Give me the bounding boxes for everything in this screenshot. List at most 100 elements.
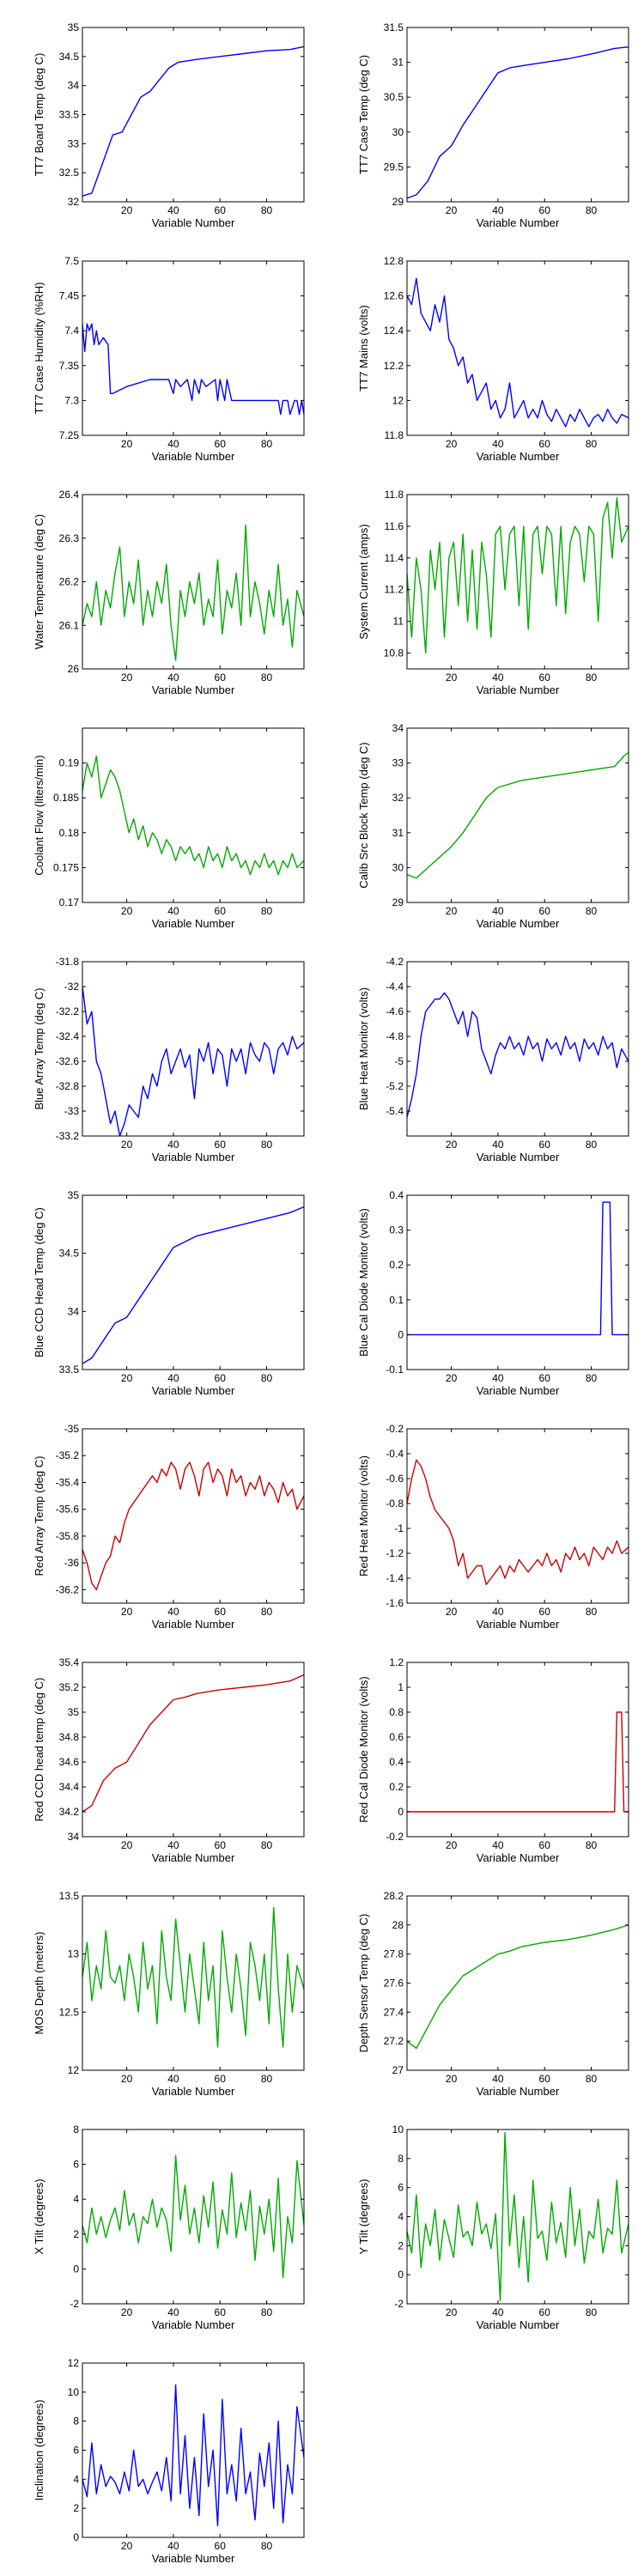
y-tick-label: 8 <box>398 2153 404 2165</box>
x-tick-label: 20 <box>121 1606 133 1618</box>
x-axis-label: Variable Number <box>477 450 560 463</box>
x-axis-label: Variable Number <box>152 1851 235 1864</box>
axes-box <box>406 1428 629 1604</box>
chart-panel: 20 40 60 80 0.17 0.175 0.18 0.185 0.19 Variable N… <box>33 727 305 930</box>
y-axis-label: Red Cal Diode Monitor (volts) <box>357 1676 370 1823</box>
y-tick-label: 34.8 <box>59 1731 80 1743</box>
x-tick-label: 40 <box>167 1372 179 1384</box>
x-tick-label: 40 <box>492 1839 504 1851</box>
y-tick-label: -0.2 <box>386 1423 404 1435</box>
y-tick-label: 0.2 <box>389 1259 404 1271</box>
y-axis-label: Blue Heat Monitor (volts) <box>357 987 370 1110</box>
x-tick-label: 20 <box>446 204 458 216</box>
y-tick-label: 27.2 <box>384 2035 404 2047</box>
y-tick-label: 34 <box>392 722 404 734</box>
y-tick-label: 13 <box>68 1948 80 1960</box>
y-tick-label: 0.8 <box>389 1706 404 1718</box>
x-tick-label: 60 <box>539 905 551 917</box>
y-tick-label: 11.4 <box>385 552 404 564</box>
y-tick-label: -0.8 <box>386 1498 404 1510</box>
x-tick-label: 20 <box>446 905 458 917</box>
x-tick-label: 40 <box>167 2540 179 2552</box>
chart-panel: 20 40 60 80 27 27.2 27.4 27.6 27.8 28 28.2 Variable… <box>357 1890 629 2098</box>
y-tick-label: 27 <box>392 2064 404 2076</box>
x-axis-label: Variable Number <box>477 1851 560 1864</box>
axes-box <box>82 260 305 436</box>
x-tick-label: 60 <box>215 2540 227 2552</box>
y-tick-label: 0 <box>73 2263 79 2275</box>
axes-box <box>82 1895 305 2071</box>
x-tick-label: 40 <box>492 905 504 917</box>
series-line <box>82 524 304 661</box>
y-tick-label: 2 <box>398 2239 404 2251</box>
x-tick-label: 80 <box>261 2540 273 2552</box>
series-line <box>407 992 629 1118</box>
x-axis-label: Variable Number <box>152 1151 235 1163</box>
x-tick-label: 40 <box>492 1606 504 1618</box>
y-tick-label: 26.4 <box>59 489 80 501</box>
x-axis-label: Variable Number <box>477 2318 560 2331</box>
y-tick-label: 11.6 <box>385 520 404 532</box>
x-tick-label: 80 <box>261 1606 273 1618</box>
y-tick-label: 32.5 <box>59 167 80 179</box>
y-tick-label: -33.2 <box>56 1130 80 1142</box>
y-tick-label: -0.4 <box>386 1448 404 1460</box>
y-tick-label: 34.2 <box>59 1806 80 1818</box>
series-line <box>407 751 629 879</box>
x-tick-label: 40 <box>492 2073 504 2085</box>
y-tick-label: 12.8 <box>384 255 404 267</box>
y-tick-label: 11 <box>393 616 404 628</box>
y-tick-label: 12.4 <box>384 325 404 337</box>
y-tick-label: 27.8 <box>384 1948 404 1960</box>
y-axis-label: Blue Cal Diode Monitor (volts) <box>357 1208 370 1357</box>
x-axis-label: Variable Number <box>477 1618 560 1631</box>
x-tick-label: 80 <box>261 2306 273 2318</box>
y-tick-label: -5 <box>394 1055 404 1067</box>
chart-panel: 20 40 60 80 11.8 12 12.2 12.4 12.6 12.8 Variable N… <box>357 255 629 463</box>
y-tick-label: -4.8 <box>386 1030 404 1042</box>
x-tick-label: 20 <box>121 1839 133 1851</box>
x-tick-label: 60 <box>215 905 227 917</box>
y-tick-label: 34.5 <box>59 51 80 63</box>
series-line <box>82 1674 304 1813</box>
x-tick-label: 80 <box>586 1839 598 1851</box>
x-tick-label: 80 <box>586 1372 598 1384</box>
x-tick-label: 60 <box>539 1839 551 1851</box>
y-tick-label: 26 <box>68 663 80 675</box>
y-tick-label: 7.3 <box>64 394 79 406</box>
x-tick-label: 40 <box>167 671 179 683</box>
y-tick-label: 34 <box>68 1831 80 1843</box>
y-tick-label: -4.6 <box>386 1005 404 1018</box>
axes-box <box>82 727 305 903</box>
x-tick-label: 20 <box>121 2073 133 2085</box>
y-axis-label: X Tilt (degrees) <box>33 2178 46 2254</box>
y-tick-label: 33.5 <box>59 109 80 121</box>
y-tick-label: 32 <box>392 792 404 804</box>
x-tick-label: 20 <box>121 204 133 216</box>
x-tick-label: 20 <box>121 2306 133 2318</box>
x-tick-label: 80 <box>586 1139 598 1151</box>
x-tick-label: 60 <box>215 1839 227 1851</box>
y-tick-label: -1 <box>394 1522 404 1534</box>
y-tick-label: 0.185 <box>53 792 79 804</box>
y-tick-label: 11.8 <box>385 489 404 501</box>
x-tick-label: 80 <box>261 1839 273 1851</box>
x-tick-label: 80 <box>586 1606 598 1618</box>
y-tick-label: 6 <box>73 2159 79 2171</box>
axes-box <box>82 1662 305 1838</box>
y-tick-label: 30.5 <box>384 91 404 103</box>
x-axis-label: Variable Number <box>152 2318 235 2331</box>
axes-box <box>82 1194 305 1370</box>
y-axis-label: MOS Depth (meters) <box>33 1932 46 2035</box>
series-line <box>407 1201 629 1336</box>
y-tick-label: 12 <box>392 394 404 406</box>
x-tick-label: 60 <box>539 1139 551 1151</box>
x-axis-label: Variable Number <box>477 1384 560 1397</box>
x-tick-label: 20 <box>121 1139 133 1151</box>
chart-panel: 20 40 60 80 29 30 31 32 33 34 Variable Number Calib… <box>357 722 629 930</box>
y-axis-label: Inclination (degrees) <box>33 2400 46 2501</box>
x-axis-label: Variable Number <box>477 683 560 696</box>
x-tick-label: 40 <box>492 438 504 450</box>
x-tick-label: 80 <box>586 2073 598 2085</box>
